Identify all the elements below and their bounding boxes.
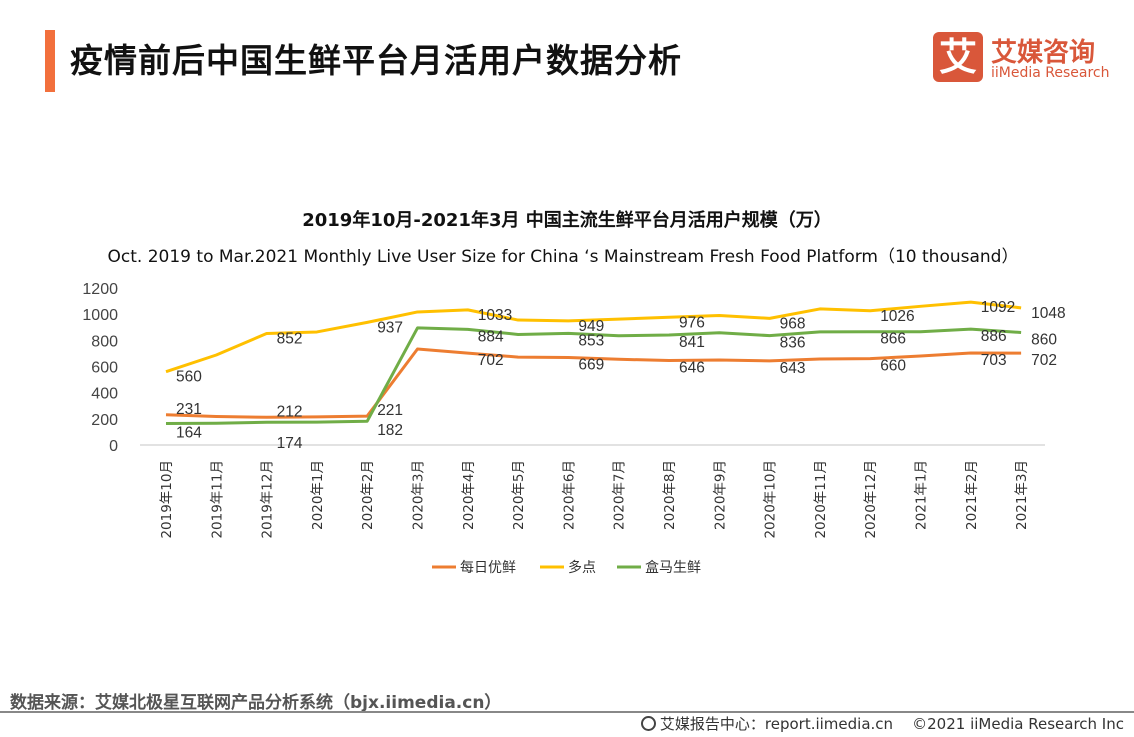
x-tick-label: 2021年2月	[964, 460, 980, 530]
x-tick-label: 2020年4月	[461, 460, 477, 530]
data-source: 数据来源：艾媒北极星互联网产品分析系统（bjx.iimedia.cn）	[10, 693, 502, 713]
globe-icon	[640, 716, 656, 731]
data-label: 853	[578, 332, 604, 349]
data-label: 976	[679, 314, 705, 331]
data-label: 1033	[478, 307, 512, 324]
data-label: 886	[981, 328, 1007, 345]
x-tick-label: 2021年3月	[1014, 460, 1030, 530]
x-tick-label: 2020年7月	[612, 460, 628, 530]
data-label: 174	[277, 435, 303, 452]
x-tick-label: 2020年5月	[511, 460, 527, 530]
y-tick-label: 800	[91, 333, 118, 350]
y-tick-label: 0	[109, 438, 118, 455]
title-accent-bar	[45, 30, 55, 92]
data-label: 1048	[1031, 305, 1065, 322]
series-line-盒马生鲜	[165, 326, 1022, 426]
y-tick-label: 400	[91, 386, 118, 403]
page-title: 疫情前后中国生鲜平台月活用户数据分析	[70, 41, 682, 80]
copyright: ©2021 iiMedia Research Inc	[912, 715, 1124, 733]
x-tick-label: 2019年12月	[260, 460, 276, 539]
data-label: 702	[478, 352, 504, 369]
x-tick-label: 2020年11月	[813, 460, 829, 539]
data-label: 860	[1031, 331, 1057, 348]
x-tick-label: 2020年12月	[863, 460, 879, 539]
chart-subtitle: Oct. 2019 to Mar.2021 Monthly Live User …	[107, 247, 1019, 267]
y-tick-label: 600	[91, 360, 118, 377]
logo-en: iiMedia Research	[991, 65, 1110, 81]
footer-divider	[0, 711, 1134, 713]
logo-cn: 艾媒咨询	[991, 38, 1096, 68]
data-label: 702	[1031, 352, 1057, 369]
series-line-多点	[165, 300, 1022, 374]
legend-label: 盒马生鲜	[645, 559, 701, 576]
data-label: 968	[780, 315, 806, 332]
x-tick-label: 2019年10月	[159, 460, 175, 539]
x-tick-label: 2020年8月	[662, 460, 678, 530]
data-label: 643	[780, 360, 806, 377]
data-label: 1092	[981, 299, 1015, 316]
y-tick-label: 1000	[82, 307, 118, 324]
data-label: 212	[277, 403, 303, 420]
y-tick-label: 1200	[82, 281, 118, 298]
data-label: 231	[176, 401, 202, 418]
data-label: 852	[277, 331, 303, 348]
data-label: 660	[880, 358, 906, 375]
data-label: 841	[679, 334, 705, 351]
x-tick-label: 2020年6月	[561, 460, 577, 530]
series-line-每日优鲜	[165, 347, 1022, 419]
data-label: 221	[377, 402, 403, 419]
data-label: 669	[578, 356, 604, 373]
logo-mark: 艾	[933, 32, 983, 82]
x-tick-label: 2020年3月	[411, 460, 427, 530]
iimedia-logo: 艾 艾媒咨询 iiMedia Research	[933, 32, 1113, 84]
chart-title: 2019年10月-2021年3月 中国主流生鲜平台月活用户规模（万）	[302, 210, 832, 231]
data-label: 1026	[880, 308, 914, 325]
data-label: 703	[981, 352, 1007, 369]
x-tick-label: 2020年9月	[712, 460, 728, 530]
y-tick-label: 200	[91, 412, 118, 429]
data-label: 836	[780, 335, 806, 352]
data-label: 182	[377, 422, 403, 439]
data-label: 949	[578, 318, 604, 335]
legend-label: 每日优鲜	[460, 560, 516, 576]
data-label: 560	[176, 369, 202, 386]
data-label: 646	[679, 359, 705, 376]
data-label: 884	[478, 328, 504, 345]
footer: 艾媒报告中心：report.iimedia.cn ©2021 iiMedia R…	[640, 713, 1124, 734]
x-tick-label: 2020年2月	[360, 460, 376, 530]
x-tick-label: 2019年11月	[209, 460, 225, 539]
report-center-link[interactable]: 艾媒报告中心：report.iimedia.cn	[659, 715, 894, 733]
data-label: 937	[377, 319, 403, 336]
data-label: 164	[176, 425, 202, 442]
x-tick-label: 2020年1月	[310, 460, 326, 530]
x-tick-label: 2020年10月	[763, 460, 779, 539]
data-label: 866	[880, 331, 906, 348]
x-tick-label: 2021年1月	[914, 460, 930, 530]
legend-label: 多点	[568, 559, 596, 576]
